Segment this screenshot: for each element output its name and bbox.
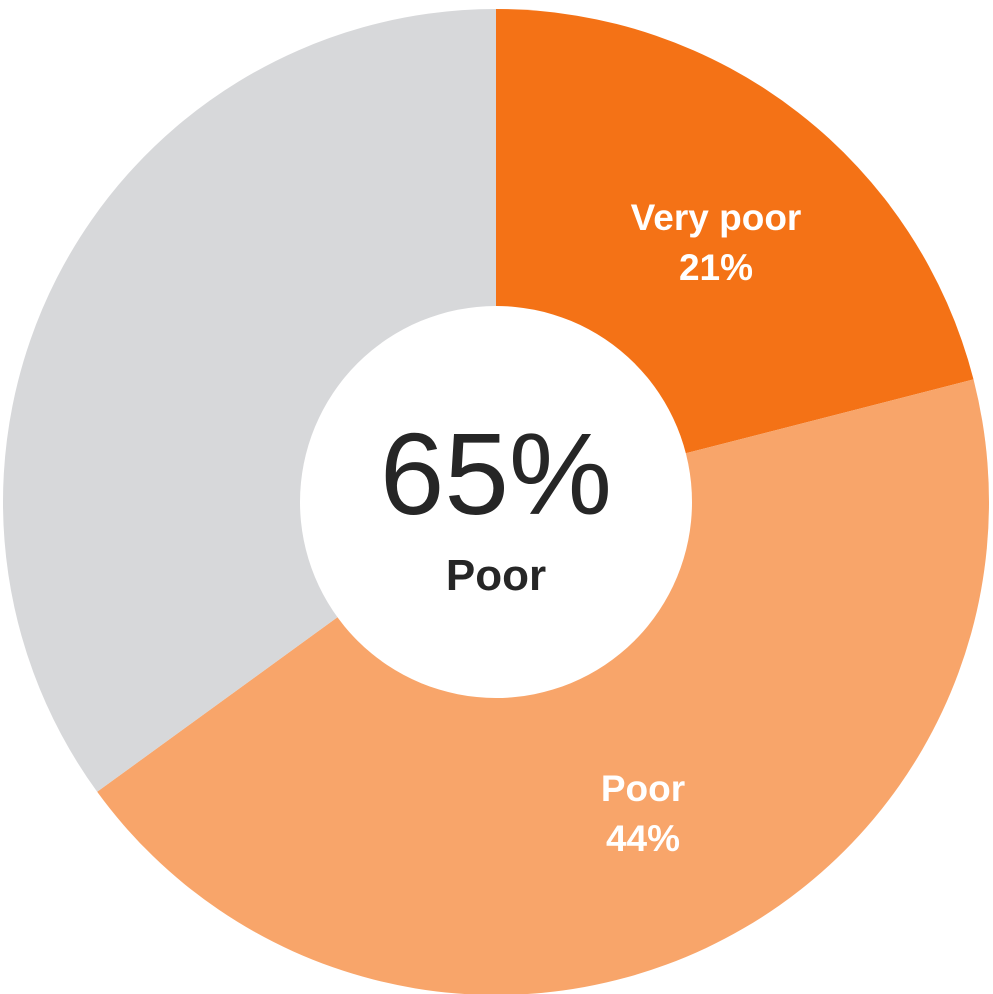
slice-value-poor: 44% <box>606 818 680 859</box>
center-label: Poor <box>446 551 546 600</box>
donut-hole <box>300 306 692 698</box>
slice-value-very-poor: 21% <box>679 247 753 288</box>
slice-label-very-poor: Very poor <box>631 197 802 238</box>
center-value: 65% <box>380 409 612 539</box>
slice-label-poor: Poor <box>601 768 685 809</box>
slice-remainder <box>2 9 496 792</box>
